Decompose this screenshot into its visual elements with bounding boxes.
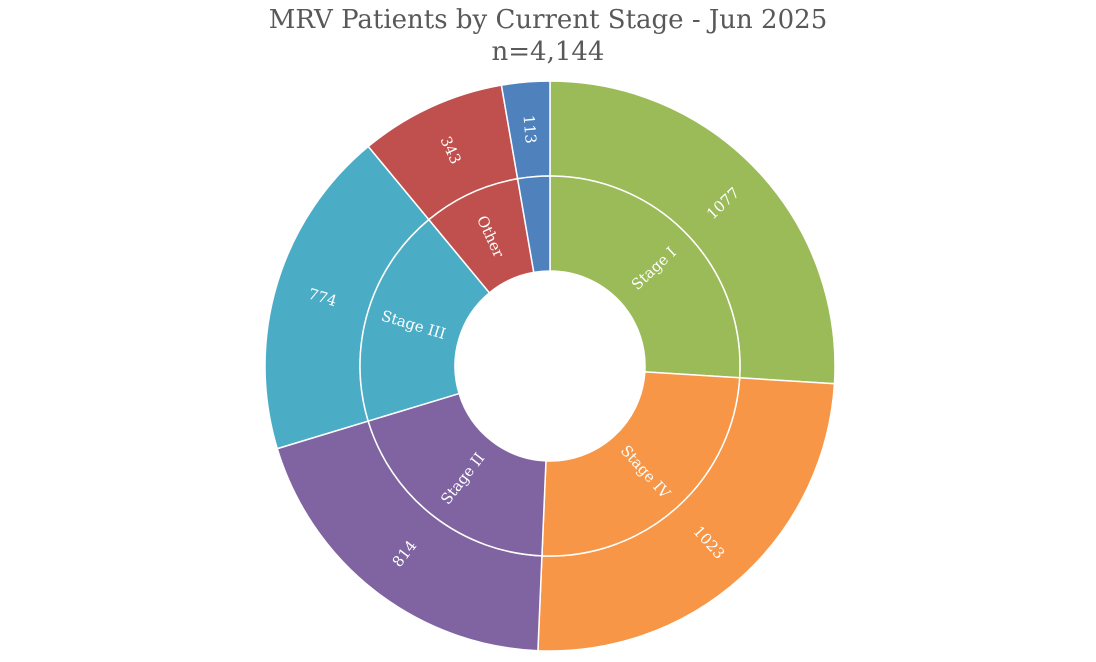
chart-subtitle: n=4,144 [491, 37, 605, 67]
inner-segment-stage-i [549, 175, 741, 379]
inner-segment-segment-6 [516, 175, 551, 274]
chart-title: MRV Patients by Current Stage - Jun 2025 [268, 5, 828, 35]
inner-segment-stage-iv [541, 371, 741, 557]
chart-title-block: MRV Patients by Current Stage - Jun 2025… [0, 4, 1096, 68]
value-label-segment-6: 113 [519, 114, 539, 144]
inner-segment-stage-iii [359, 218, 491, 423]
outer-ring [264, 80, 836, 652]
inner-segment-stage-ii [367, 392, 547, 557]
inner-ring [359, 175, 741, 557]
